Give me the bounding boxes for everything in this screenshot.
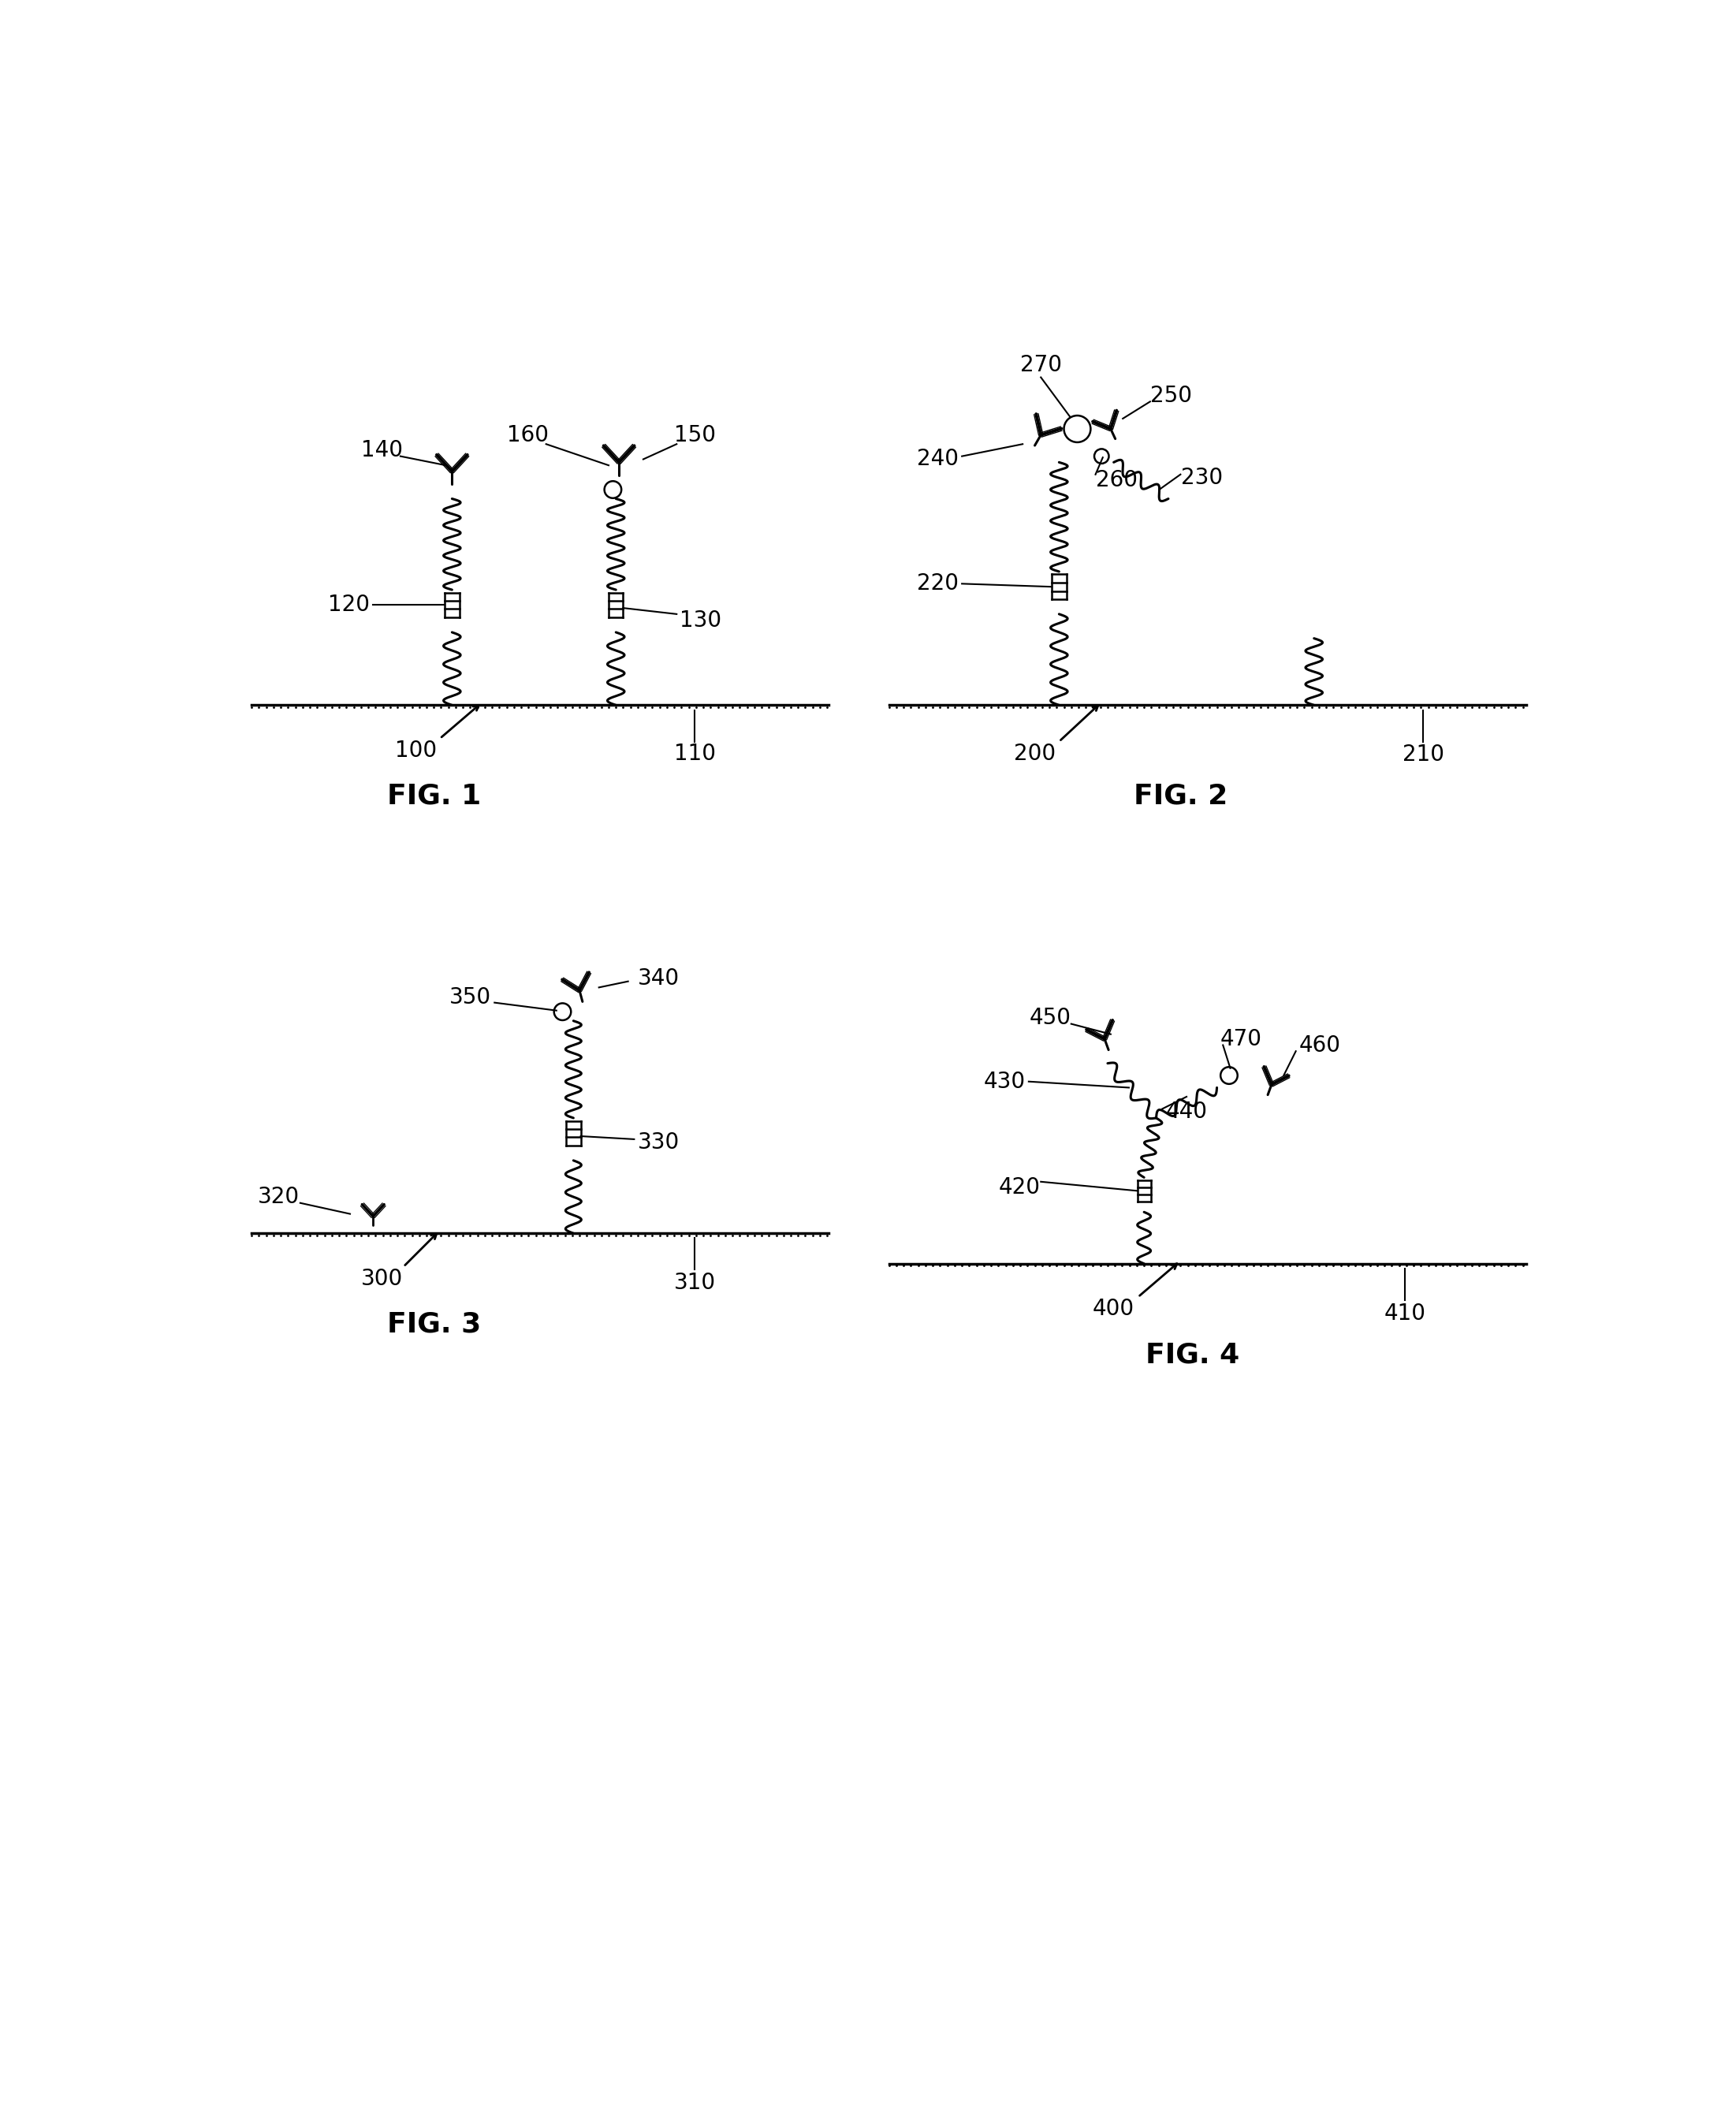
Text: FIG. 4: FIG. 4 <box>1146 1341 1240 1368</box>
Text: 400: 400 <box>1092 1299 1135 1320</box>
Text: FIG. 3: FIG. 3 <box>387 1312 481 1337</box>
Text: 240: 240 <box>917 448 958 471</box>
Text: 450: 450 <box>1029 1007 1071 1028</box>
Text: 140: 140 <box>361 439 403 460</box>
Text: 470: 470 <box>1220 1028 1262 1051</box>
Text: 150: 150 <box>674 425 715 446</box>
Text: FIG. 2: FIG. 2 <box>1134 782 1227 809</box>
Text: 320: 320 <box>259 1186 300 1209</box>
Text: 130: 130 <box>681 610 722 631</box>
Text: 420: 420 <box>998 1177 1040 1198</box>
Text: 260: 260 <box>1095 469 1137 492</box>
Text: 230: 230 <box>1180 467 1222 488</box>
Text: 200: 200 <box>1014 742 1055 765</box>
Text: 410: 410 <box>1384 1303 1425 1324</box>
Text: 460: 460 <box>1299 1034 1340 1055</box>
Text: FIG. 1: FIG. 1 <box>387 782 481 809</box>
Text: 220: 220 <box>917 572 958 595</box>
Text: 270: 270 <box>1021 353 1062 376</box>
Text: 310: 310 <box>674 1272 715 1295</box>
Text: 250: 250 <box>1151 385 1193 406</box>
Text: 100: 100 <box>394 740 436 761</box>
Text: 110: 110 <box>674 742 715 765</box>
Text: 440: 440 <box>1165 1101 1208 1122</box>
Text: 210: 210 <box>1403 744 1444 765</box>
Text: 160: 160 <box>507 425 549 446</box>
Text: 120: 120 <box>328 595 370 616</box>
Text: 430: 430 <box>984 1070 1026 1093</box>
Text: 350: 350 <box>450 986 491 1009</box>
Text: 330: 330 <box>637 1131 679 1154</box>
Text: 340: 340 <box>637 967 679 990</box>
Text: 300: 300 <box>361 1268 403 1291</box>
